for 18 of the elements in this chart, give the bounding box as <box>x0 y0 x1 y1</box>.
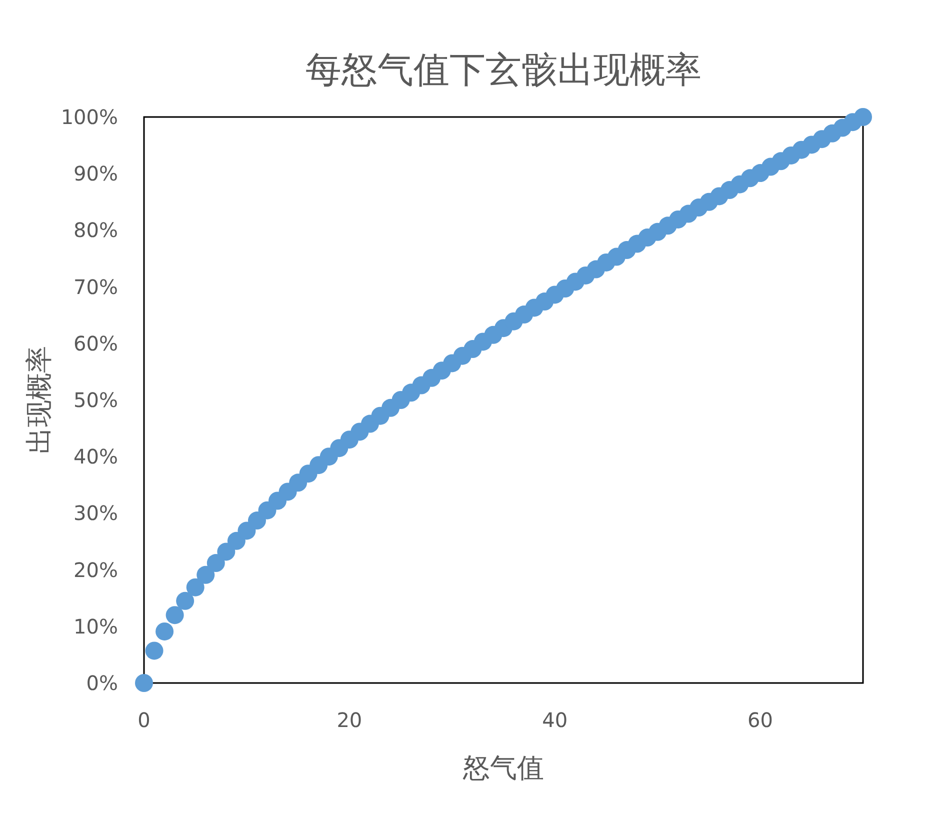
chart-title: 每怒气值下玄骸出现概率 <box>306 50 702 91</box>
x-tick-label: 60 <box>748 708 774 732</box>
x-tick-label: 40 <box>542 708 568 732</box>
y-tick-label: 40% <box>74 444 118 469</box>
x-axis-title: 怒气值 <box>462 753 544 784</box>
y-tick-label: 50% <box>74 388 118 412</box>
y-tick-label: 60% <box>74 331 118 356</box>
y-tick-label: 0% <box>86 671 118 695</box>
x-tick-label: 20 <box>336 708 362 732</box>
y-tick-label: 30% <box>74 501 118 526</box>
y-tick-label: 100% <box>60 105 118 129</box>
y-tick-label: 20% <box>74 558 118 582</box>
y-tick-label: 90% <box>74 162 118 186</box>
y-tick-label: 70% <box>74 274 118 299</box>
y-axis-title: 出现概率 <box>24 346 55 454</box>
x-tick-label: 0 <box>138 708 150 732</box>
y-tick-label: 80% <box>74 218 118 242</box>
y-tick-label: 10% <box>74 614 118 638</box>
